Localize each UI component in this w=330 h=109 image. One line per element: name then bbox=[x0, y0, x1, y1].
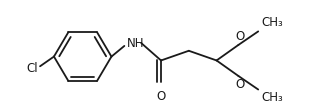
Text: Cl: Cl bbox=[26, 62, 38, 75]
Text: NH: NH bbox=[127, 37, 145, 49]
Text: CH₃: CH₃ bbox=[261, 91, 283, 104]
Text: O: O bbox=[236, 78, 245, 91]
Text: CH₃: CH₃ bbox=[261, 16, 283, 29]
Text: O: O bbox=[236, 30, 245, 43]
Text: O: O bbox=[156, 90, 166, 103]
